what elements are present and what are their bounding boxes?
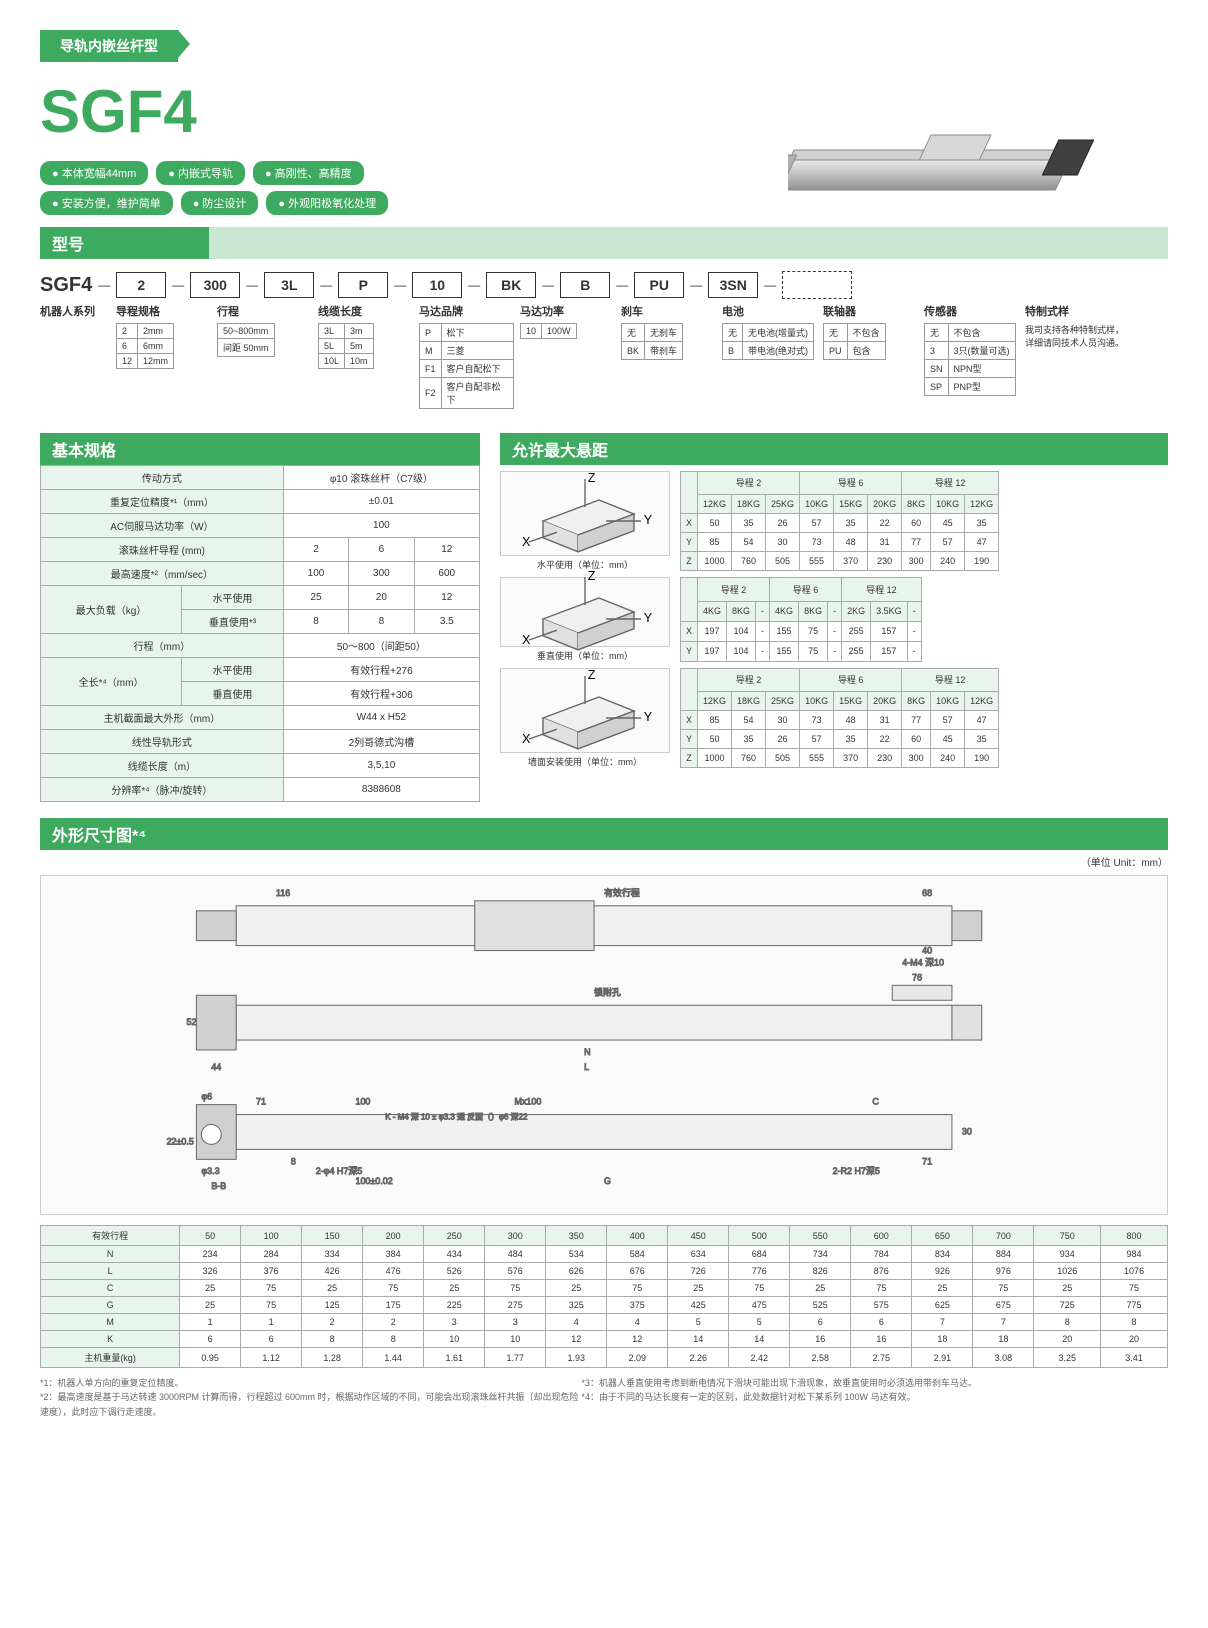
model-col: 传感器无不包含33只(数量可选)SNNPN型SPPNP型 — [924, 303, 1019, 409]
svg-text:K - M4 深 10 ± φ3.3 通 反面（）φ6 深2: K - M4 深 10 ± φ3.3 通 反面（）φ6 深22 — [385, 1112, 528, 1122]
model-col: 电池无无电池(增量式)B带电池(绝对式) — [722, 303, 817, 409]
model-code-box: BK — [486, 272, 536, 298]
model-code-box: B — [560, 272, 610, 298]
unit-label: （单位 Unit：mm） — [40, 854, 1168, 869]
svg-text:40: 40 — [922, 946, 932, 956]
overhang-table: 导程 2导程 6导程 124KG8KG-4KG8KG-2KG3.5KG-X197… — [680, 577, 922, 662]
model-col: 联轴器无不包含PU包含 — [823, 303, 918, 409]
svg-text:X: X — [522, 633, 531, 647]
feature-pill: ● 高刚性、高精度 — [253, 161, 364, 185]
model-col: 刹车无无刹车BK带刹车 — [621, 303, 716, 409]
svg-text:2-R2 H7深5: 2-R2 H7深5 — [833, 1166, 880, 1176]
svg-text:30: 30 — [962, 1126, 972, 1136]
feature-pill: ● 内嵌式导轨 — [156, 161, 245, 185]
model-col: 马达品牌P松下M三菱F1客户自配松下F2客户自配非松下 — [419, 303, 514, 409]
feature-pill: ● 外观阳极氧化处理 — [266, 191, 388, 215]
dimensions-title: 外形尺寸图*⁴ — [40, 818, 1168, 850]
svg-text:100: 100 — [355, 1097, 370, 1107]
footnotes: *1：机器人单方向的重复定位精度。*2：最高速度是基于马达转速 3000RPM … — [40, 1376, 1168, 1419]
feature-pill: ● 本体宽幅44mm — [40, 161, 148, 185]
svg-text:锁附孔: 锁附孔 — [594, 986, 621, 997]
category-badge: 导轨内嵌丝杆型 — [40, 30, 178, 62]
model-code-box: 3SN — [708, 272, 758, 298]
overhang-table: 导程 2导程 6导程 1212KG18KG25KG10KG15KG20KG8KG… — [680, 471, 999, 571]
svg-text:φ3.3: φ3.3 — [201, 1166, 219, 1176]
svg-text:Y: Y — [644, 512, 653, 526]
svg-text:Z: Z — [588, 569, 596, 583]
svg-text:B-B: B-B — [211, 1181, 226, 1191]
svg-text:100±0.02: 100±0.02 — [355, 1176, 392, 1186]
svg-text:52: 52 — [186, 1017, 196, 1027]
svg-text:X: X — [522, 732, 531, 746]
model-code-box: 10 — [412, 272, 462, 298]
svg-text:2-φ4 H7深5: 2-φ4 H7深5 — [316, 1166, 363, 1176]
svg-text:71: 71 — [922, 1156, 932, 1166]
svg-text:Y: Y — [644, 611, 653, 625]
model-code-box: 2 — [116, 272, 166, 298]
svg-text:Z: Z — [588, 667, 596, 681]
svg-text:116: 116 — [276, 888, 290, 898]
model-base: SGF4 — [40, 274, 92, 297]
model-col: 马达功率10100W — [520, 303, 615, 409]
model-code-box: 3L — [264, 272, 314, 298]
svg-text:φ6: φ6 — [201, 1092, 212, 1102]
model-code-box — [782, 271, 852, 299]
feature-pill: ● 防尘设计 — [181, 191, 259, 215]
svg-text:8: 8 — [291, 1156, 296, 1166]
feature-pill: ● 安装方便，维护简单 — [40, 191, 173, 215]
dimension-drawing: 116 有效行程 68 4-M4 深10 40 44 52 L N 锁附孔 76… — [40, 875, 1168, 1215]
model-col: 特制式样我司支持各种特制式样，详细请同技术人员沟通。 — [1025, 303, 1125, 409]
model-code-box: PU — [634, 272, 684, 298]
svg-text:22±0.5: 22±0.5 — [167, 1136, 194, 1146]
basic-spec-table: 传动方式φ10 滚珠丝杆（C7级）重复定位精度*¹（mm）±0.01AC伺服马达… — [40, 465, 480, 802]
model-col: 行程50~800mm间距 50mm — [217, 303, 312, 409]
svg-text:4-M4 深10: 4-M4 深10 — [902, 957, 944, 967]
svg-text:68: 68 — [922, 888, 932, 898]
product-image — [788, 90, 1108, 230]
svg-text:C: C — [872, 1097, 879, 1107]
model-section-title: 型号 — [40, 227, 1168, 259]
svg-text:有效行程: 有效行程 — [604, 887, 640, 898]
overhang-title: 允许最大悬距 — [500, 433, 1168, 465]
svg-text:L: L — [584, 1062, 589, 1072]
svg-text:Mx100: Mx100 — [515, 1097, 542, 1107]
overhang-table: 导程 2导程 6导程 1212KG18KG25KG10KG15KG20KG8KG… — [680, 668, 999, 768]
svg-text:Y: Y — [644, 709, 653, 723]
svg-text:X: X — [522, 535, 531, 549]
svg-text:76: 76 — [912, 972, 922, 982]
basic-spec-title: 基本规格 — [40, 433, 480, 465]
dimensions-table: 有效行程501001502002503003504004505005506006… — [40, 1225, 1168, 1368]
model-code-box: 300 — [190, 272, 240, 298]
svg-text:44: 44 — [211, 1062, 221, 1072]
model-code-box: P — [338, 272, 388, 298]
model-col: 线缆长度3L3m5L5m10L10m — [318, 303, 413, 409]
svg-text:N: N — [584, 1047, 590, 1057]
model-col: 导程规格22mm66mm1212mm — [116, 303, 211, 409]
svg-text:G: G — [604, 1176, 611, 1186]
svg-text:71: 71 — [256, 1097, 266, 1107]
svg-text:Z: Z — [588, 470, 596, 484]
model-base-label: 机器人系列 — [40, 303, 110, 409]
